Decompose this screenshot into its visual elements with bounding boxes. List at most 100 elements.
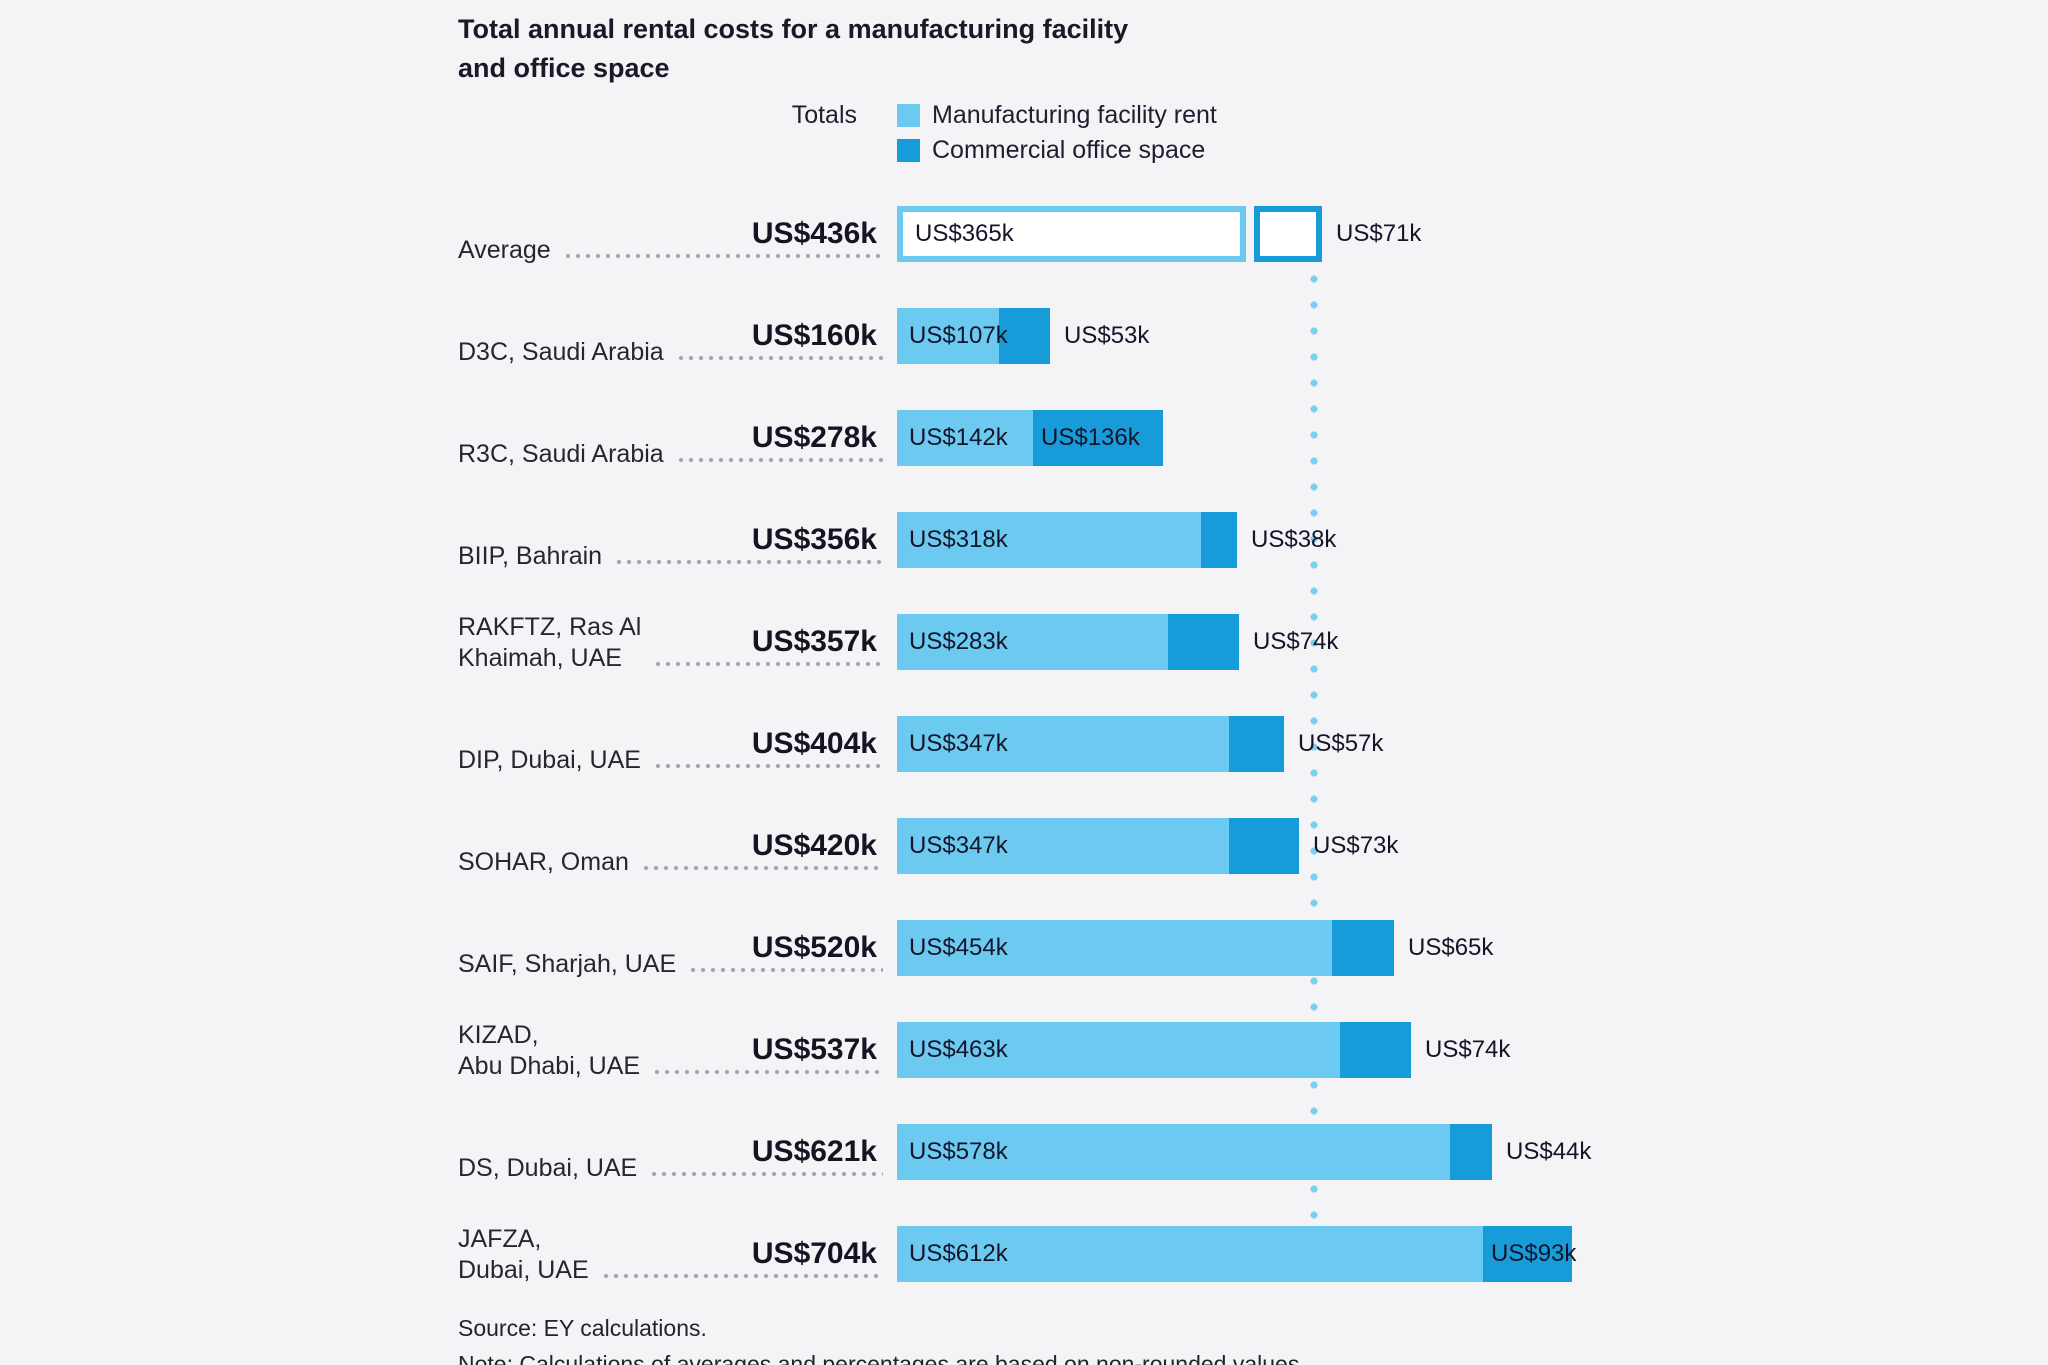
chart-row: JAFZA, Dubai, UAE US$704k US$612k US$93k	[458, 1186, 2038, 1288]
chart-row: RAKFTZ, Ras Al Khaimah, UAE US$357k US$2…	[458, 574, 2038, 676]
row-label-area: R3C, Saudi Arabia	[458, 439, 897, 472]
manufacturing-value-label: US$107k	[909, 322, 1008, 349]
row-label-area: BIIP, Bahrain	[458, 541, 897, 574]
row-bars: US$318k US$38k	[897, 512, 1336, 568]
office-value-label-outside: US$74k	[1425, 1036, 1511, 1063]
methodology-note: Note: Calculations of averages and perce…	[458, 1351, 1306, 1365]
row-label: KIZAD, Abu Dhabi, UAE	[458, 1021, 641, 1080]
chart-legend: Totals Manufacturing facility rent Comme…	[458, 98, 2038, 166]
office-value-label-outside: US$65k	[1408, 934, 1494, 961]
row-label-area: DIP, Dubai, UAE	[458, 745, 897, 778]
legend-label-manufacturing: Manufacturing facility rent	[932, 101, 1217, 129]
totals-column-header: Totals	[791, 101, 857, 129]
leader-dots	[675, 355, 883, 361]
office-bar-segment: US$93k	[1483, 1226, 1576, 1282]
office-bar-segment	[1229, 818, 1299, 874]
chart-row: SOHAR, Oman US$420k US$347k US$73k	[458, 778, 2038, 880]
chart-row: D3C, Saudi Arabia US$160k US$107k US$53k	[458, 268, 2038, 370]
row-label-area: SAIF, Sharjah, UAE	[458, 949, 897, 982]
legend-items: Manufacturing facility rent Commercial o…	[897, 98, 1217, 168]
row-label: DS, Dubai, UAE	[458, 1154, 638, 1182]
leader-dots	[688, 967, 883, 973]
office-legend-swatch-icon	[897, 139, 920, 162]
manufacturing-value-label: US$283k	[909, 628, 1008, 655]
row-total-value: US$356k	[751, 523, 877, 556]
leader-dots	[649, 1171, 883, 1177]
manufacturing-bar-segment: US$347k	[897, 818, 1229, 874]
manufacturing-bar-segment: US$365k	[897, 206, 1246, 262]
row-label: D3C, Saudi Arabia	[458, 338, 664, 366]
row-total-value: US$357k	[751, 625, 877, 658]
row-label: SAIF, Sharjah, UAE	[458, 950, 677, 978]
chart-title-line-1: Total annual rental costs for a manufact…	[458, 14, 1129, 44]
chart-row: DS, Dubai, UAE US$621k US$578k US$44k	[458, 1084, 2038, 1186]
row-label: Average	[458, 236, 551, 264]
row-bars: US$578k US$44k	[897, 1124, 1591, 1180]
row-total-value: US$537k	[751, 1033, 877, 1066]
manufacturing-bar-segment: US$283k	[897, 614, 1168, 670]
office-value-label-inside: US$93k	[1491, 1240, 1577, 1267]
manufacturing-value-label: US$578k	[909, 1138, 1008, 1165]
legend-label-office: Commercial office space	[932, 136, 1206, 164]
manufacturing-bar-segment: US$107k	[897, 308, 1008, 364]
legend-item-office: Commercial office space	[897, 133, 1217, 168]
rental-costs-chart: Total annual rental costs for a manufact…	[458, 10, 2038, 1365]
office-value-label-outside: US$53k	[1064, 322, 1150, 349]
manufacturing-value-label: US$347k	[909, 832, 1008, 859]
row-bars: US$107k US$53k	[897, 308, 1149, 364]
office-bar-segment	[1229, 716, 1284, 772]
manufacturing-value-label: US$454k	[909, 934, 1008, 961]
manufacturing-legend-swatch-icon	[897, 104, 920, 127]
row-label: JAFZA, Dubai, UAE	[458, 1225, 589, 1284]
row-bars: US$347k US$73k	[897, 818, 1398, 874]
row-bars: US$454k US$65k	[897, 920, 1493, 976]
office-value-label-outside: US$73k	[1313, 832, 1399, 859]
manufacturing-value-label: US$142k	[909, 424, 1008, 451]
manufacturing-bar-segment: US$454k	[897, 920, 1332, 976]
average-marker-dotted-line	[1310, 266, 1318, 1280]
row-bars: US$463k US$74k	[897, 1022, 1510, 1078]
row-label: DIP, Dubai, UAE	[458, 746, 641, 774]
row-total-value: US$621k	[751, 1135, 877, 1168]
leader-dots	[600, 1273, 883, 1279]
row-label-area: RAKFTZ, Ras Al Khaimah, UAE	[458, 612, 897, 676]
row-label: BIIP, Bahrain	[458, 542, 603, 570]
chart-row: KIZAD, Abu Dhabi, UAE US$537k US$463k US…	[458, 982, 2038, 1084]
row-label-area: KIZAD, Abu Dhabi, UAE	[458, 1020, 897, 1084]
row-label: SOHAR, Oman	[458, 848, 629, 876]
chart-title-line-2: and office space	[458, 53, 670, 83]
office-value-label-outside: US$74k	[1253, 628, 1339, 655]
row-total-value: US$704k	[751, 1237, 877, 1270]
manufacturing-bar-segment: US$578k	[897, 1124, 1450, 1180]
row-label: RAKFTZ, Ras Al Khaimah, UAE	[458, 613, 642, 672]
leader-dots	[675, 457, 883, 463]
leader-dots	[562, 253, 883, 259]
row-label-area: Average	[458, 235, 897, 268]
manufacturing-bar-segment: US$142k	[897, 410, 1033, 466]
chart-footer: Source: EY calculations. Note: Calculati…	[458, 1310, 2038, 1365]
chart-row: SAIF, Sharjah, UAE US$520k US$454k US$65…	[458, 880, 2038, 982]
manufacturing-value-label: US$612k	[909, 1240, 1008, 1267]
leader-dots	[652, 1069, 883, 1075]
row-label-area: JAFZA, Dubai, UAE	[458, 1224, 897, 1288]
row-total-value: US$404k	[751, 727, 877, 760]
row-total-value: US$160k	[751, 319, 877, 352]
legend-item-manufacturing: Manufacturing facility rent	[897, 98, 1217, 133]
manufacturing-bar-segment: US$612k	[897, 1226, 1483, 1282]
office-value-label-outside: US$57k	[1298, 730, 1384, 757]
office-value-label-outside: US$38k	[1251, 526, 1337, 553]
leader-dots	[640, 865, 883, 871]
row-bars: US$612k US$93k	[897, 1226, 1576, 1282]
manufacturing-bar-segment: US$347k	[897, 716, 1229, 772]
row-label-area: SOHAR, Oman	[458, 847, 897, 880]
manufacturing-value-label: US$347k	[909, 730, 1008, 757]
manufacturing-bar-segment: US$463k	[897, 1022, 1340, 1078]
office-value-label-inside: US$136k	[1041, 424, 1140, 451]
office-bar-segment	[1201, 512, 1237, 568]
office-bar-segment: US$136k	[1033, 410, 1163, 466]
source-note: Source: EY calculations.	[458, 1315, 707, 1341]
office-value-label-outside: US$44k	[1506, 1138, 1592, 1165]
row-label-area: D3C, Saudi Arabia	[458, 337, 897, 370]
office-value-label-outside: US$71k	[1336, 220, 1422, 247]
